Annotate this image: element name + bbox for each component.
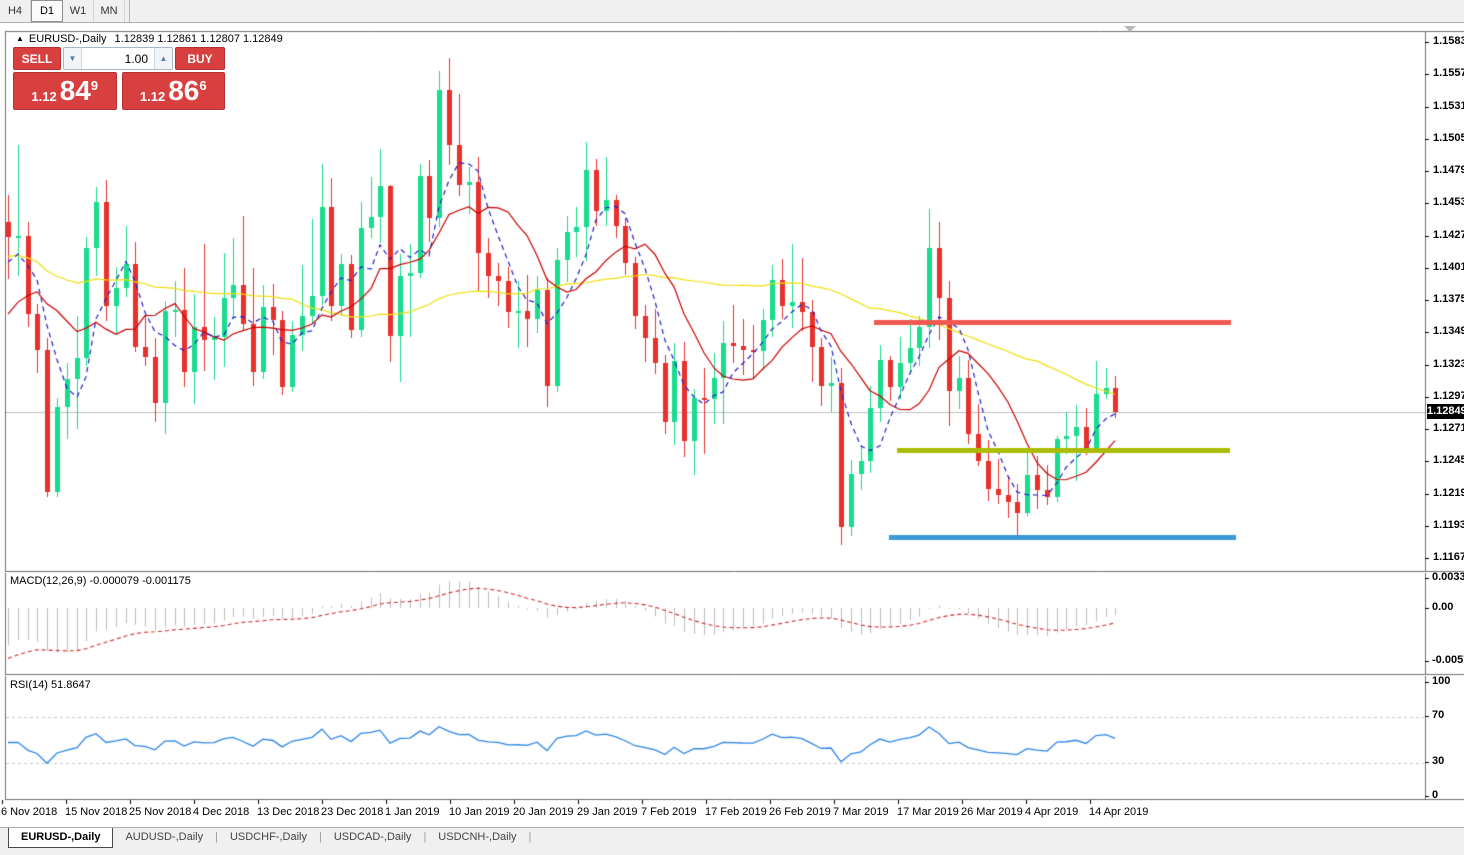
tab-separator: | [528,831,532,843]
date-axis-label: 7 Feb 2019 [641,806,697,818]
timeframe-button-w1[interactable]: W1 [63,0,94,22]
buy-price-prefix: 1.12 [139,88,166,104]
price-axis-label: 1.11670 [1433,551,1464,563]
date-axis-label: 4 Dec 2018 [193,806,250,818]
sell-price-prefix: 1.12 [31,88,57,104]
buy-price-button[interactable]: 1.12 86 6 [121,72,225,110]
chart-tab-usdcnh[interactable]: USDCNH-,Daily [438,831,517,843]
price-axis-label: 1.15830 [1433,35,1464,47]
timeframe-toolbar: H4 D1 W1 MN [0,0,1464,23]
date-axis-label: 20 Jan 2019 [513,806,574,818]
chart-tab-eurusd[interactable]: EURUSD-,Daily [8,828,114,848]
rsi-scale-label: 30 [1432,755,1445,767]
date-axis-label: 13 Dec 2018 [257,806,320,818]
macd-scale-label: -0.00576 [1432,654,1464,666]
rsi-scale-label: 100 [1432,675,1451,687]
date-axis-label: 10 Jan 2019 [449,806,510,818]
sell-price-big: 84 [59,75,91,106]
date-axis-label: 6 Nov 2018 [1,806,58,818]
rsi-scale-label: 70 [1432,709,1445,721]
timeframe-button-h4[interactable]: H4 [0,0,31,22]
chart-tab-usdcad[interactable]: USDCAD-,Daily [333,831,412,843]
toolbar-divider [125,0,130,22]
price-axis-label: 1.15050 [1433,131,1464,144]
timeframe-button-d1[interactable]: D1 [31,0,63,22]
chart-ohlc-values: 1.12839 1.12861 1.12807 1.12849 [114,33,283,45]
price-axis-label: 1.14790 [1433,164,1464,176]
price-axis-label: 1.14530 [1433,196,1464,209]
date-axis-label: 1 Jan 2019 [385,806,440,818]
price-axis-label: 1.11930 [1433,518,1464,531]
macd-indicator-label: MACD(12,26,9) -0.000079 -0.001175 [10,575,191,587]
timeframe-button-mn[interactable]: MN [94,0,125,22]
one-click-trade-panel: SELL ▼ 1.00 ▲ BUY 1.12 84 9 1.12 86 6 [13,47,225,110]
chart-symbol-period: EURUSD-,Daily [28,33,107,45]
price-axis-label: 1.12450 [1433,454,1464,467]
date-axis-label: 15 Nov 2018 [65,806,128,818]
date-axis-label: 4 Apr 2019 [1025,806,1079,818]
buy-price-sup: 6 [199,78,207,93]
tab-separator: | [423,831,427,843]
sell-price-button[interactable]: 1.12 84 9 [13,72,117,110]
price-axis-label: 1.14270 [1433,228,1464,241]
chart-tab-audusd[interactable]: AUDUSD-,Daily [125,831,204,843]
date-axis-label: 7 Mar 2019 [833,806,889,818]
price-axis-label: 1.12970 [1433,389,1464,402]
price-axis-label: 1.15310 [1433,99,1464,112]
price-axis-label: 1.13490 [1433,325,1464,338]
macd-scale-label: 0.00 [1432,601,1454,613]
price-axis-label: 1.12710 [1433,422,1464,434]
buy-price-big: 86 [168,75,200,106]
date-axis-label: 25 Nov 2018 [129,806,192,818]
sell-price-sup: 9 [90,78,99,93]
macd-scale-label: 0.003387 [1432,571,1464,583]
date-axis-label: 14 Apr 2019 [1089,806,1149,818]
sell-button[interactable]: SELL [13,47,61,70]
rsi-indicator-label: RSI(14) 51.8647 [10,679,91,691]
price-axis-label: 1.13230 [1433,357,1464,370]
price-axis-label: 1.15570 [1433,67,1464,80]
chart-title: ▲ EURUSD-,Daily 1.12839 1.12861 1.12807 1.… [16,33,283,45]
title-marker-icon: ▲ [16,34,24,43]
date-axis-label: 23 Dec 2018 [321,806,384,818]
tab-separator: | [215,831,218,843]
chart-tab-usdchf[interactable]: USDCHF-,Daily [229,831,307,843]
rsi-scale-label: 0 [1432,789,1439,801]
volume-decrease-button[interactable]: ▼ [64,48,82,69]
volume-increase-button[interactable]: ▲ [154,48,172,69]
volume-spinner: ▼ 1.00 ▲ [63,47,173,70]
rsi-value: 51.8647 [50,679,91,691]
date-axis-label: 26 Feb 2019 [769,806,831,818]
volume-input[interactable]: 1.00 [82,48,154,69]
chart-shift-marker-icon[interactable] [1124,26,1136,32]
date-axis-label: 17 Mar 2019 [897,806,959,818]
tab-separator: | [318,831,322,843]
chart-tab-bar: EURUSD-,Daily AUDUSD-,Daily | USDCHF-,Daily… [0,827,1464,855]
date-axis-label: 26 Mar 2019 [961,806,1023,818]
price-axis-label: 1.13750 [1433,293,1464,305]
price-axis-label: 1.14010 [1433,260,1464,273]
current-price-badge: 1.12849 [1427,403,1464,419]
buy-button[interactable]: BUY [175,47,225,70]
price-axis-label: 1.12190 [1433,486,1464,499]
macd-values: -0.000079 -0.001175 [89,575,191,587]
date-axis-label: 29 Jan 2019 [577,806,638,818]
date-axis-label: 17 Feb 2019 [705,806,767,818]
